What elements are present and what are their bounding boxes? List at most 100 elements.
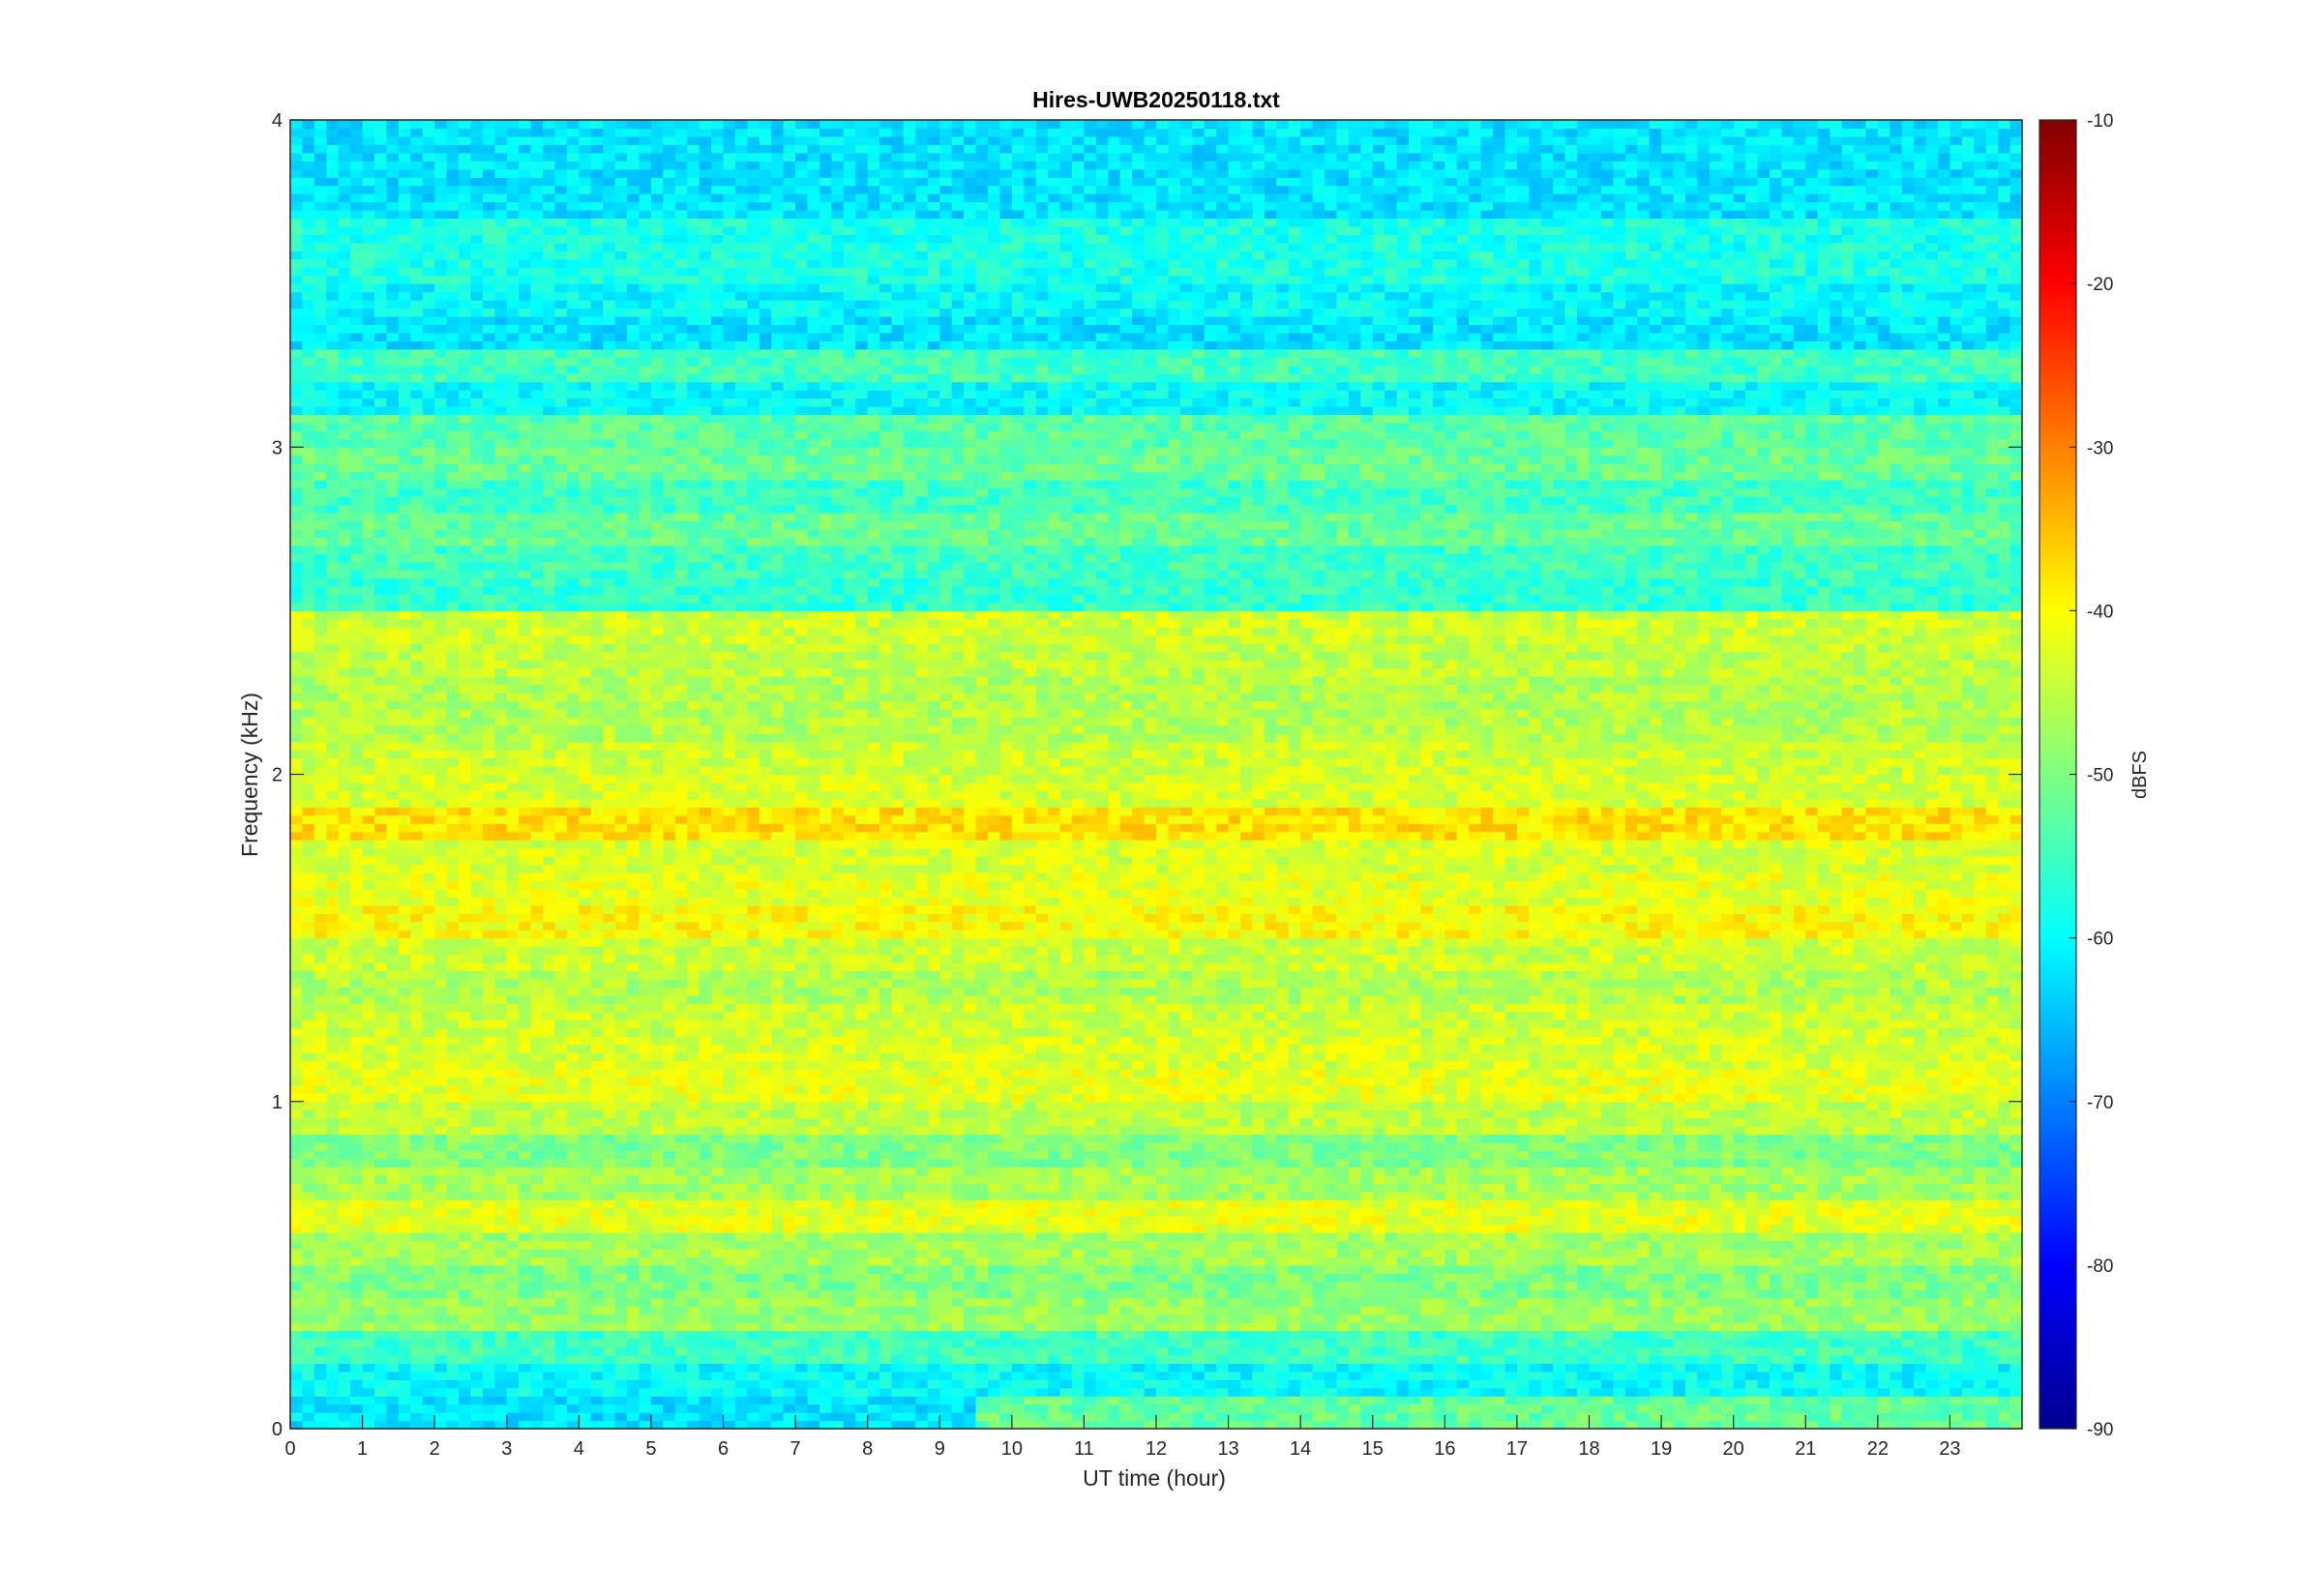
heatmap-cell — [446, 1363, 460, 1373]
heatmap-cell — [494, 242, 508, 251]
heatmap-cell — [650, 807, 664, 816]
heatmap-cell — [494, 1174, 508, 1184]
heatmap-cell — [579, 480, 592, 489]
heatmap-cell — [590, 1346, 604, 1356]
heatmap-cell — [374, 904, 388, 914]
heatmap-cell — [579, 152, 592, 162]
heatmap-cell — [338, 390, 351, 399]
heatmap-cell — [362, 1330, 375, 1340]
heatmap-cell — [579, 1044, 592, 1053]
heatmap-cell — [398, 954, 411, 963]
heatmap-cell — [543, 1281, 556, 1290]
heatmap-cell — [519, 120, 532, 130]
heatmap-cell — [554, 643, 568, 653]
heatmap-cell — [494, 495, 508, 506]
heatmap-cell — [603, 643, 616, 653]
heatmap-cell — [530, 275, 544, 284]
heatmap-cell — [362, 504, 375, 514]
heatmap-cell — [627, 570, 640, 579]
heatmap-cell — [554, 463, 568, 473]
heatmap-cell — [470, 1322, 484, 1332]
heatmap-cell — [627, 994, 640, 1004]
heatmap-cell — [434, 398, 448, 407]
heatmap-cell — [590, 144, 604, 154]
heatmap-cell — [627, 840, 640, 849]
heatmap-cell — [313, 234, 327, 244]
heatmap-cell — [446, 152, 460, 162]
heatmap-cell — [446, 888, 460, 898]
heatmap-cell — [494, 405, 508, 416]
heatmap-cell — [603, 225, 616, 235]
heatmap-cell — [374, 488, 388, 497]
heatmap-cell — [639, 251, 652, 260]
heatmap-cell — [374, 692, 388, 701]
heatmap-cell — [459, 1101, 472, 1110]
heatmap-cell — [302, 242, 315, 251]
heatmap-cell — [326, 872, 340, 882]
heatmap-cell — [590, 766, 604, 776]
heatmap-cell — [374, 161, 388, 170]
heatmap-cell — [446, 667, 460, 677]
heatmap-cell — [639, 218, 652, 227]
heatmap-cell — [446, 807, 460, 816]
heatmap-cell — [554, 545, 568, 554]
heatmap-cell — [362, 340, 375, 350]
heatmap-cell — [506, 275, 520, 284]
heatmap-cell — [410, 831, 424, 841]
heatmap-cell — [434, 168, 448, 178]
heatmap-cell — [398, 210, 411, 220]
heatmap-cell — [446, 537, 460, 547]
heatmap-cell — [554, 872, 568, 882]
heatmap-cell — [362, 708, 375, 718]
heatmap-cell — [459, 610, 472, 620]
heatmap-cell — [459, 790, 472, 800]
heatmap-cell — [519, 1174, 532, 1184]
heatmap-cell — [459, 471, 472, 481]
heatmap-cell — [290, 438, 304, 448]
heatmap-cell — [470, 1150, 484, 1160]
heatmap-cell — [410, 447, 424, 457]
heatmap-cell — [566, 488, 580, 497]
heatmap-cell — [650, 970, 664, 980]
heatmap-cell — [434, 177, 448, 187]
heatmap-cell — [579, 741, 592, 751]
heatmap-cell — [398, 365, 411, 374]
heatmap-cell — [579, 144, 592, 154]
heatmap-cell — [290, 225, 304, 235]
heatmap-cell — [506, 1158, 520, 1167]
heatmap-cell — [650, 218, 664, 227]
heatmap-cell — [506, 766, 520, 776]
heatmap-cell — [338, 970, 351, 980]
heatmap-cell — [482, 782, 495, 792]
heatmap-cell — [362, 218, 375, 227]
heatmap-cell — [350, 135, 364, 145]
heatmap-cell — [434, 225, 448, 235]
heatmap-cell — [459, 676, 472, 686]
heatmap-cell — [446, 774, 460, 783]
heatmap-cell — [530, 528, 544, 538]
heatmap-cell — [410, 267, 424, 277]
heatmap-cell — [554, 856, 568, 866]
heatmap-cell — [566, 1044, 580, 1053]
heatmap-cell — [482, 733, 495, 743]
heatmap-cell — [530, 1363, 544, 1373]
heatmap-cell — [470, 258, 484, 268]
heatmap-cell — [446, 586, 460, 596]
heatmap-cell — [579, 1158, 592, 1167]
heatmap-cell — [362, 471, 375, 481]
heatmap-cell — [398, 1322, 411, 1332]
heatmap-cell — [434, 1199, 448, 1209]
heatmap-cell — [446, 553, 460, 563]
heatmap-cell — [386, 291, 400, 301]
heatmap-cell — [326, 128, 340, 137]
heatmap-cell — [398, 782, 411, 792]
heatmap-cell — [590, 741, 604, 751]
heatmap-cell — [543, 553, 556, 563]
heatmap-cell — [398, 1330, 411, 1340]
heatmap-cell — [554, 193, 568, 203]
heatmap-cell — [614, 480, 628, 489]
heatmap-cell — [350, 1207, 364, 1217]
heatmap-cell — [362, 553, 375, 563]
heatmap-cell — [470, 987, 484, 996]
heatmap-cell — [446, 1093, 460, 1103]
